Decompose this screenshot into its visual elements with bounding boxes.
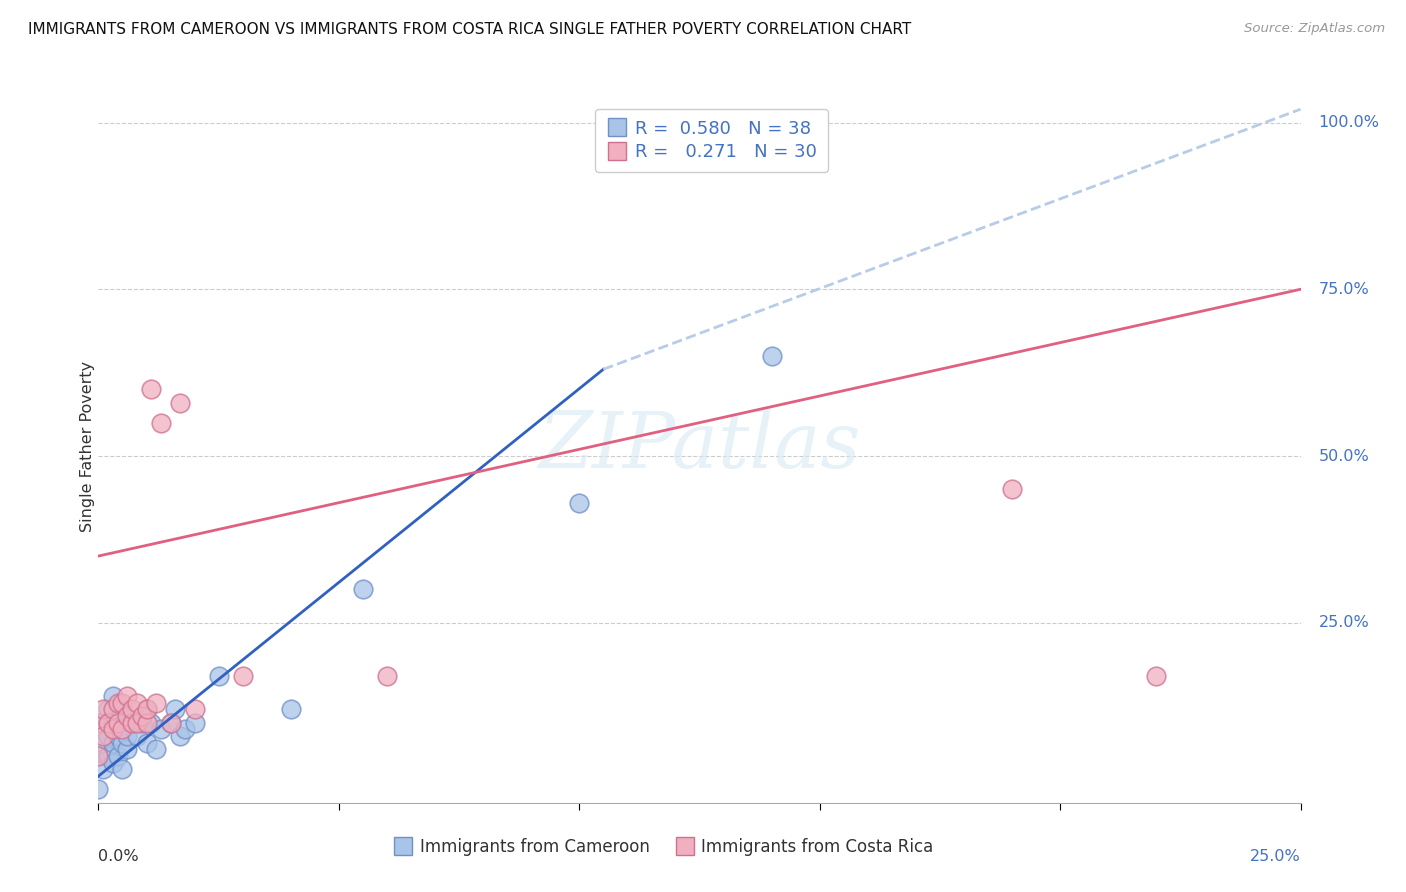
Point xyxy=(107,729,129,743)
Point xyxy=(107,696,129,710)
Point xyxy=(97,702,120,716)
Point xyxy=(121,715,143,730)
Point xyxy=(97,715,120,730)
Point xyxy=(135,702,157,716)
Point xyxy=(568,496,591,510)
Point xyxy=(117,689,139,703)
Point xyxy=(117,729,139,743)
Point xyxy=(107,702,129,716)
Point xyxy=(145,696,167,710)
Text: ZIPatlas: ZIPatlas xyxy=(538,408,860,484)
Point xyxy=(111,763,134,777)
Point xyxy=(125,715,148,730)
Point xyxy=(375,669,398,683)
Point xyxy=(159,715,181,730)
Text: IMMIGRANTS FROM CAMEROON VS IMMIGRANTS FROM COSTA RICA SINGLE FATHER POVERTY COR: IMMIGRANTS FROM CAMEROON VS IMMIGRANTS F… xyxy=(28,22,911,37)
Point xyxy=(117,742,139,756)
Point xyxy=(117,709,139,723)
Point xyxy=(91,736,114,750)
Text: 75.0%: 75.0% xyxy=(1319,282,1369,297)
Point xyxy=(91,729,114,743)
Point xyxy=(149,416,172,430)
Point xyxy=(101,723,124,737)
Point xyxy=(1001,483,1024,497)
Point xyxy=(149,723,172,737)
Point xyxy=(145,742,167,756)
Point xyxy=(208,669,231,683)
Point xyxy=(169,729,191,743)
Point xyxy=(87,749,110,764)
Point xyxy=(87,715,110,730)
Point xyxy=(135,702,157,716)
Point xyxy=(141,382,163,396)
Point xyxy=(107,715,129,730)
Point xyxy=(87,749,110,764)
Point xyxy=(125,729,148,743)
Point xyxy=(159,715,181,730)
Point xyxy=(131,715,153,730)
Text: 25.0%: 25.0% xyxy=(1250,849,1301,864)
Text: 100.0%: 100.0% xyxy=(1319,115,1379,130)
Point xyxy=(101,715,124,730)
Point xyxy=(111,736,134,750)
Point xyxy=(135,715,157,730)
Point xyxy=(135,736,157,750)
Point xyxy=(183,715,205,730)
Point xyxy=(111,709,134,723)
Point xyxy=(280,702,302,716)
Point xyxy=(91,763,114,777)
Point xyxy=(91,702,114,716)
Text: 25.0%: 25.0% xyxy=(1319,615,1369,631)
Point xyxy=(101,736,124,750)
Point xyxy=(169,395,191,409)
Point xyxy=(87,782,110,797)
Point xyxy=(125,696,148,710)
Point xyxy=(111,696,134,710)
Point xyxy=(174,723,197,737)
Point xyxy=(97,749,120,764)
Point xyxy=(111,723,134,737)
Y-axis label: Single Father Poverty: Single Father Poverty xyxy=(80,360,94,532)
Legend: Immigrants from Cameroon, Immigrants from Costa Rica: Immigrants from Cameroon, Immigrants fro… xyxy=(387,831,941,863)
Text: 50.0%: 50.0% xyxy=(1319,449,1369,464)
Point xyxy=(121,702,143,716)
Point xyxy=(141,715,163,730)
Point xyxy=(101,689,124,703)
Point xyxy=(1144,669,1167,683)
Text: Source: ZipAtlas.com: Source: ZipAtlas.com xyxy=(1244,22,1385,36)
Point xyxy=(352,582,374,597)
Point xyxy=(107,749,129,764)
Point xyxy=(232,669,254,683)
Point xyxy=(183,702,205,716)
Point xyxy=(165,702,187,716)
Point xyxy=(121,715,143,730)
Point xyxy=(761,349,783,363)
Point xyxy=(97,729,120,743)
Text: 0.0%: 0.0% xyxy=(98,849,139,864)
Point xyxy=(131,709,153,723)
Point xyxy=(101,702,124,716)
Point xyxy=(101,756,124,770)
Point xyxy=(91,715,114,730)
